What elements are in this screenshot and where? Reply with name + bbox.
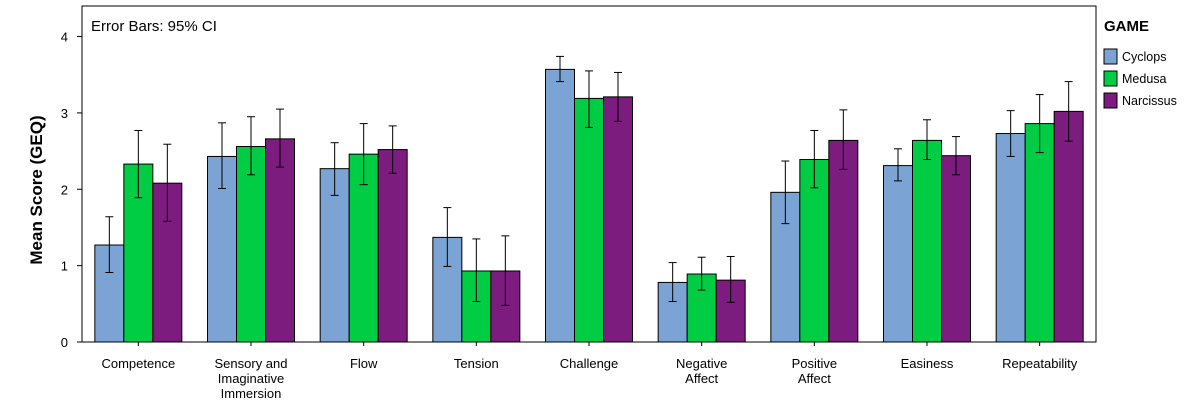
bar-narcissus (265, 138, 295, 343)
y-axis: 0 1 2 3 4 (61, 30, 82, 350)
x-category-label: Easiness (901, 356, 954, 371)
bar-narcissus (1053, 110, 1084, 343)
y-tick-label: 4 (61, 30, 68, 45)
legend-label-cyclops: Cyclops (1122, 50, 1166, 64)
bar-medusa (912, 139, 942, 343)
bars-group (94, 68, 1084, 343)
error-bar (1064, 81, 1073, 142)
y-tick-label: 3 (61, 106, 68, 121)
error-bar (501, 235, 510, 306)
y-tick-label: 2 (61, 182, 68, 197)
error-bar (134, 129, 143, 199)
bar-medusa (236, 146, 266, 343)
x-category-label: Flow (350, 356, 378, 371)
error-bars-annotation: Error Bars: 95% CI (91, 18, 217, 35)
x-category-label: Imaginative (218, 371, 284, 386)
y-tick-label: 1 (61, 259, 68, 274)
bar-cyclops (94, 244, 125, 343)
x-category-label: Positive (792, 356, 838, 371)
error-bar (276, 108, 284, 168)
error-bar (585, 70, 593, 128)
error-bar (697, 256, 706, 291)
bar-narcissus (377, 149, 408, 343)
x-category-label: Challenge (560, 356, 619, 371)
error-bar (443, 207, 452, 267)
error-bar (388, 125, 397, 174)
x-category-label: Immersion (221, 386, 282, 401)
legend: Cyclops Medusa Narcissus (1103, 48, 1177, 109)
error-bar (923, 119, 931, 160)
error-bar (330, 142, 339, 196)
bar-medusa (799, 158, 830, 343)
bar-narcissus (941, 155, 971, 343)
bar-medusa (574, 97, 604, 343)
error-bar (1035, 94, 1044, 154)
error-bar (726, 255, 735, 303)
error-bar (952, 136, 960, 176)
x-category-label: Negative (676, 356, 727, 371)
error-bar (359, 123, 368, 186)
legend-title: GAME (1104, 18, 1149, 35)
error-bar (472, 238, 481, 303)
error-bar (781, 160, 790, 225)
error-bar (105, 216, 114, 274)
bar-medusa (1024, 123, 1055, 343)
legend-label-narcissus: Narcissus (1122, 94, 1177, 108)
bar-cyclops (545, 68, 575, 343)
legend-swatch-medusa (1103, 70, 1118, 87)
x-category-label: Sensory and (215, 356, 288, 371)
error-bars-group (105, 55, 1073, 306)
legend-swatch-narcissus (1103, 92, 1118, 109)
bar-narcissus (603, 96, 633, 343)
x-category-label: Tension (454, 356, 499, 371)
error-bar (163, 143, 172, 222)
error-bar (247, 116, 255, 176)
x-category-label: Affect (685, 371, 718, 386)
error-bar (614, 71, 622, 122)
x-category-label: Affect (798, 371, 831, 386)
error-bar (218, 122, 226, 190)
error-bar (556, 55, 564, 83)
bar-cyclops (995, 133, 1026, 343)
error-bar (1006, 110, 1015, 157)
x-category-label: Repeatability (1002, 356, 1078, 371)
x-category-label: Competence (101, 356, 175, 371)
y-tick-label: 0 (61, 335, 68, 350)
x-axis-labels: Competence Sensory andImaginativeImmersio… (101, 342, 1078, 401)
error-bar (894, 148, 902, 182)
legend-label-medusa: Medusa (1122, 72, 1167, 86)
y-axis-label: Mean Score (GEQ) (27, 115, 46, 264)
error-bar (668, 262, 677, 303)
bar-cyclops (883, 165, 913, 343)
error-bar (839, 109, 848, 170)
bar-narcissus (828, 139, 859, 343)
legend-swatch-cyclops (1103, 48, 1118, 65)
error-bar (810, 129, 819, 189)
bar-medusa (348, 153, 379, 343)
